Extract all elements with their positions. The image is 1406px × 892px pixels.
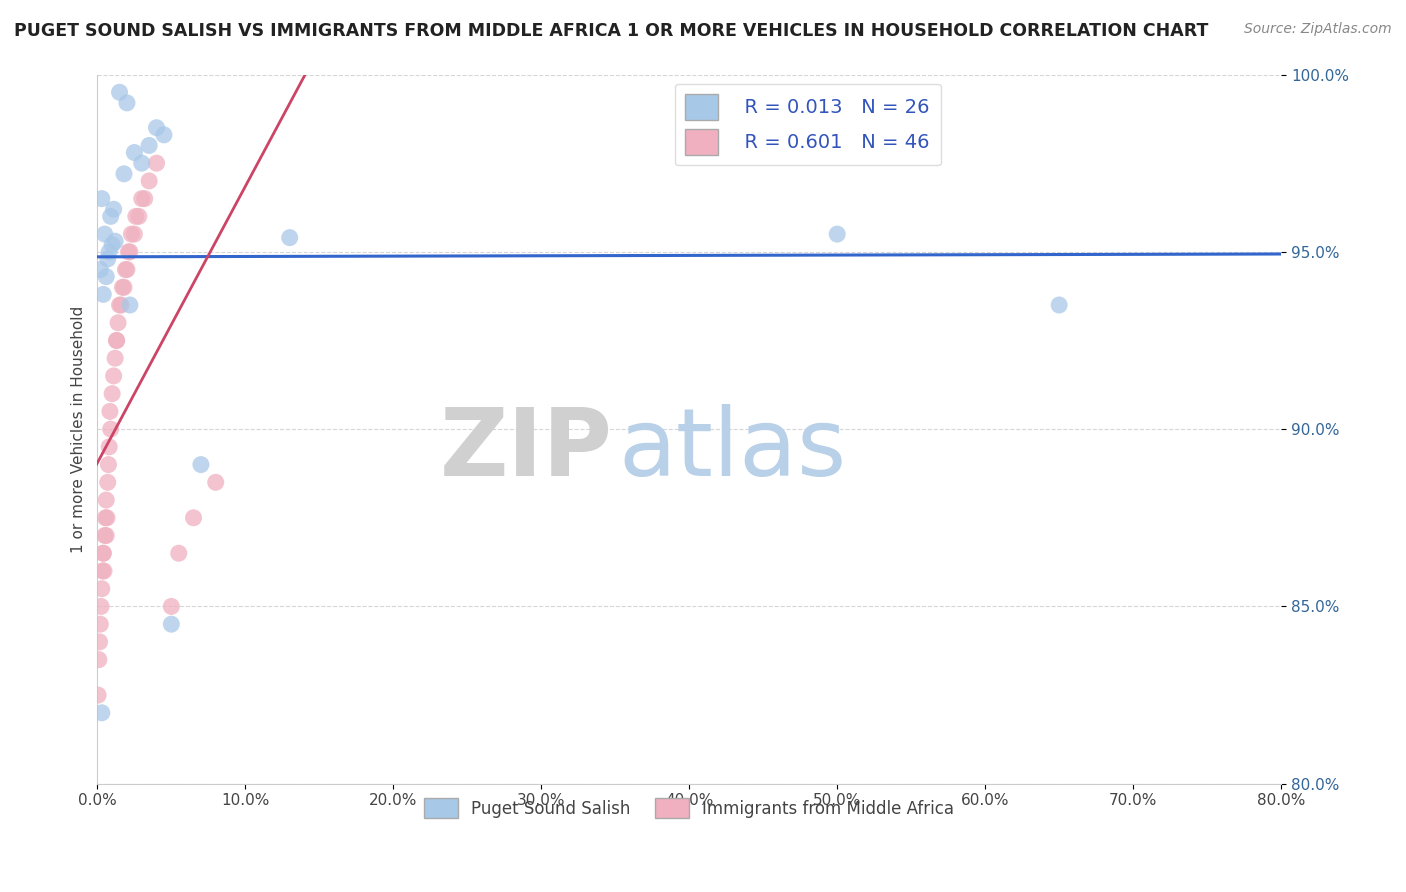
Point [128, 210, 150, 224]
Point [124, 145, 146, 160]
Point [97, 475, 120, 490]
Point [94, 227, 117, 241]
Point [108, 298, 131, 312]
Point [138, 138, 160, 153]
Point [183, 510, 205, 524]
Point [87, 688, 110, 702]
Point [117, 244, 139, 259]
Point [124, 227, 146, 241]
Point [120, 227, 142, 241]
Point [160, 599, 183, 614]
Text: ZIP: ZIP [440, 404, 612, 497]
Point [190, 458, 212, 472]
Point [90, 599, 112, 614]
Point [103, 202, 125, 217]
Point [100, 422, 122, 436]
Point [96, 510, 118, 524]
Point [97, 252, 120, 266]
Point [204, 475, 226, 490]
Point [89, 262, 111, 277]
Point [96, 269, 118, 284]
Point [110, 298, 132, 312]
Point [118, 244, 141, 259]
Point [104, 351, 127, 366]
Point [105, 334, 128, 348]
Point [131, 192, 153, 206]
Point [103, 368, 125, 383]
Point [89, 635, 111, 649]
Point [160, 617, 183, 632]
Point [101, 237, 124, 252]
Point [98, 440, 121, 454]
Point [100, 210, 122, 224]
Point [98, 244, 121, 259]
Point [101, 386, 124, 401]
Point [91, 546, 114, 560]
Point [115, 262, 138, 277]
Point [104, 234, 127, 248]
Point [278, 230, 301, 244]
Legend: Puget Sound Salish, Immigrants from Middle Africa: Puget Sound Salish, Immigrants from Midd… [418, 791, 960, 825]
Point [111, 280, 134, 294]
Y-axis label: 1 or more Vehicles in Household: 1 or more Vehicles in Household [72, 305, 86, 553]
Point [105, 334, 128, 348]
Point [112, 167, 135, 181]
Point [108, 85, 131, 99]
Text: Source: ZipAtlas.com: Source: ZipAtlas.com [1244, 22, 1392, 37]
Point [90, 706, 112, 720]
Point [97, 458, 120, 472]
Point [91, 546, 114, 560]
Point [145, 120, 167, 135]
Point [125, 210, 148, 224]
Point [138, 174, 160, 188]
Point [96, 493, 118, 508]
Point [825, 227, 848, 241]
Point [131, 156, 153, 170]
Point [115, 95, 138, 110]
Point [90, 192, 112, 206]
Text: atlas: atlas [619, 404, 846, 497]
Point [167, 546, 190, 560]
Point [145, 156, 167, 170]
Text: PUGET SOUND SALISH VS IMMIGRANTS FROM MIDDLE AFRICA 1 OR MORE VEHICLES IN HOUSEH: PUGET SOUND SALISH VS IMMIGRANTS FROM MI… [14, 22, 1208, 40]
Point [89, 617, 111, 632]
Point [1047, 298, 1070, 312]
Point [98, 404, 121, 418]
Point [118, 298, 141, 312]
Point [91, 287, 114, 301]
Point [107, 316, 129, 330]
Point [94, 528, 117, 542]
Point [91, 564, 114, 578]
Point [134, 192, 156, 206]
Point [112, 280, 135, 294]
Point [94, 510, 117, 524]
Point [90, 582, 112, 596]
Point [87, 652, 110, 666]
Point [153, 128, 176, 142]
Point [114, 262, 136, 277]
Point [93, 564, 115, 578]
Point [96, 528, 118, 542]
